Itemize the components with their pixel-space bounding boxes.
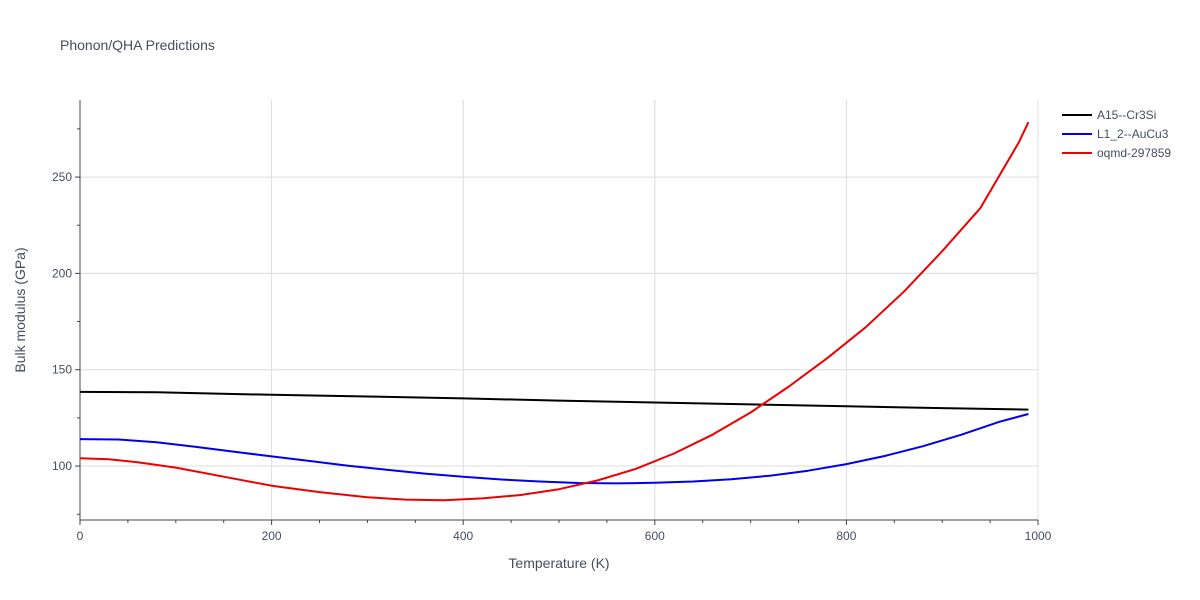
x-tick-label: 200: [262, 529, 282, 543]
legend-label: L1_2--AuCu3: [1097, 127, 1169, 141]
y-tick-label: 200: [52, 266, 72, 280]
x-tick-label: 1000: [1025, 529, 1052, 543]
legend-label: A15--Cr3Si: [1097, 108, 1156, 122]
legend-item[interactable]: L1_2--AuCu3: [1062, 127, 1169, 141]
x-tick-label: 600: [645, 529, 665, 543]
legend[interactable]: A15--Cr3Si L1_2--AuCu3 oqmd-297859: [1062, 108, 1171, 160]
series-line: [79, 413, 1029, 485]
grid: [80, 100, 1039, 520]
series-line: [79, 121, 1030, 502]
series-line: [79, 390, 1029, 411]
axes: 0 200 400 600 800 1000 100 150 200 250: [52, 100, 1052, 543]
y-tick-label: 100: [52, 459, 72, 473]
x-tick-label: 800: [836, 529, 856, 543]
chart-title: Phonon/QHA Predictions: [60, 37, 215, 53]
y-tick-label: 250: [52, 170, 72, 184]
legend-item[interactable]: A15--Cr3Si: [1062, 108, 1156, 122]
x-axis-title: Temperature (K): [508, 555, 609, 571]
legend-item[interactable]: oqmd-297859: [1062, 146, 1171, 160]
x-tick-label: 0: [77, 529, 84, 543]
legend-label: oqmd-297859: [1097, 146, 1171, 160]
x-tick-label: 400: [453, 529, 473, 543]
y-tick-label: 150: [52, 363, 72, 377]
y-axis-title: Bulk modulus (GPa): [12, 247, 28, 372]
series-layer: [79, 121, 1030, 502]
